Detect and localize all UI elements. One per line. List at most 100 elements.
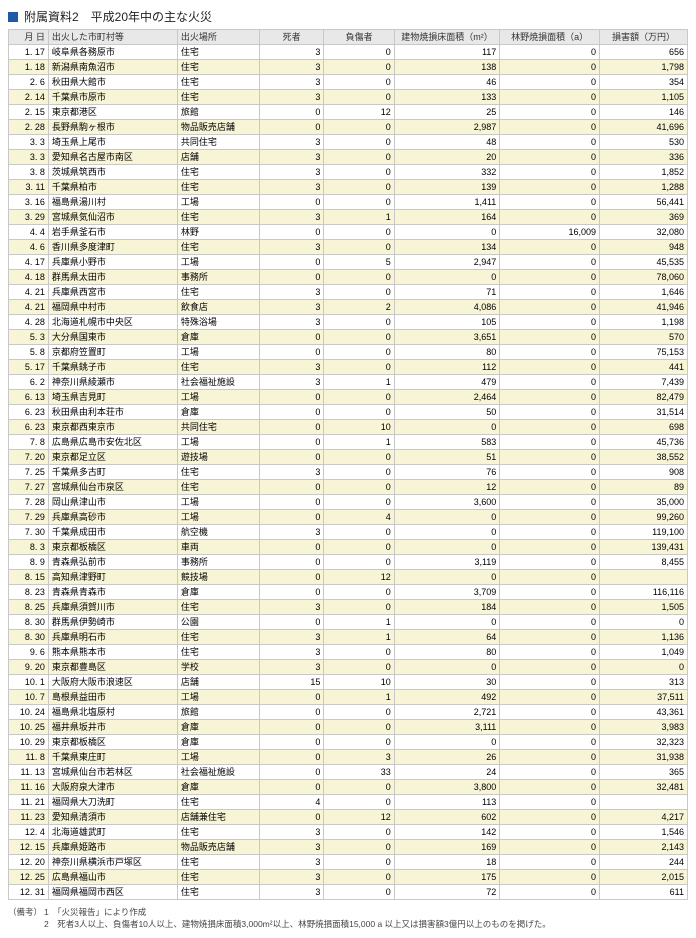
cell: 0 — [500, 270, 600, 285]
cell: 164 — [394, 210, 500, 225]
cell: 兵庫県明石市 — [48, 630, 177, 645]
cell: 1 — [324, 435, 394, 450]
cell: 岩手県釜石市 — [48, 225, 177, 240]
cell: 82,479 — [599, 390, 687, 405]
cell: 東京都足立区 — [48, 450, 177, 465]
table-row: 2. 28長野県駒ヶ根市物品販売店舗002,987041,696 — [9, 120, 688, 135]
table-row: 8. 15高知県津野町競技場01200 — [9, 570, 688, 585]
cell: 0 — [500, 135, 600, 150]
cell: 0 — [500, 705, 600, 720]
cell: 旅館 — [177, 705, 259, 720]
table-row: 11. 21福岡県大刀洗町住宅401130 — [9, 795, 688, 810]
table-row: 8. 3東京都板橋区車両0000139,431 — [9, 540, 688, 555]
cell: 0 — [259, 705, 323, 720]
cell: 0 — [500, 315, 600, 330]
cell: 北海道雄武町 — [48, 825, 177, 840]
cell: 住宅 — [177, 885, 259, 900]
cell: 6. 23 — [9, 420, 49, 435]
cell: 3 — [259, 75, 323, 90]
cell: 12 — [394, 480, 500, 495]
cell: 31,514 — [599, 405, 687, 420]
table-row: 7. 8広島県広島市安佐北区工場01583045,736 — [9, 435, 688, 450]
table-row: 5. 3大分県国東市倉庫003,6510570 — [9, 330, 688, 345]
cell: 0 — [324, 330, 394, 345]
cell: 0 — [599, 615, 687, 630]
cell: 0 — [324, 75, 394, 90]
cell: 11. 13 — [9, 765, 49, 780]
cell: 特殊浴場 — [177, 315, 259, 330]
cell: 埼玉県上尾市 — [48, 135, 177, 150]
cell: 2. 6 — [9, 75, 49, 90]
cell: 1,646 — [599, 285, 687, 300]
cell: 8. 25 — [9, 600, 49, 615]
cell: 香川県多度津町 — [48, 240, 177, 255]
cell: 10 — [324, 420, 394, 435]
cell: 1. 18 — [9, 60, 49, 75]
cell: 千葉県銚子市 — [48, 360, 177, 375]
cell: 33 — [324, 765, 394, 780]
cell: 熊本県熊本市 — [48, 645, 177, 660]
cell: 0 — [324, 165, 394, 180]
cell: 千葉県成田市 — [48, 525, 177, 540]
cell: 12. 4 — [9, 825, 49, 840]
cell: 72 — [394, 885, 500, 900]
cell: 10. 7 — [9, 690, 49, 705]
cell: 0 — [500, 375, 600, 390]
cell: 工場 — [177, 750, 259, 765]
cell: 高知県津野町 — [48, 570, 177, 585]
cell: 0 — [500, 825, 600, 840]
cell: 8. 23 — [9, 585, 49, 600]
note-line-1: 1 「火災報告」により作成 — [44, 906, 688, 918]
cell: 43,361 — [599, 705, 687, 720]
cell: 656 — [599, 45, 687, 60]
cell: 秋田県由利本荘市 — [48, 405, 177, 420]
cell: 0 — [500, 345, 600, 360]
cell: 0 — [500, 570, 600, 585]
cell: 愛知県名古屋市南区 — [48, 150, 177, 165]
cell: 12. 15 — [9, 840, 49, 855]
cell: 2,015 — [599, 870, 687, 885]
cell: 6. 13 — [9, 390, 49, 405]
cell: 店舗 — [177, 675, 259, 690]
cell: 0 — [259, 780, 323, 795]
cell: 倉庫 — [177, 735, 259, 750]
cell: 0 — [500, 60, 600, 75]
cell: 146 — [599, 105, 687, 120]
cell: 3 — [259, 90, 323, 105]
cell: 11. 23 — [9, 810, 49, 825]
cell: 0 — [500, 870, 600, 885]
cell: 千葉県市原市 — [48, 90, 177, 105]
cell: 0 — [259, 615, 323, 630]
cell: 0 — [500, 420, 600, 435]
cell: 島根県益田市 — [48, 690, 177, 705]
cell: 0 — [500, 90, 600, 105]
cell: 16,009 — [500, 225, 600, 240]
cell: 4. 21 — [9, 300, 49, 315]
cell: 0 — [324, 660, 394, 675]
cell: 0 — [500, 495, 600, 510]
table-row: 6. 23東京都西東京市共同住宅01000698 — [9, 420, 688, 435]
cell: 7. 29 — [9, 510, 49, 525]
table-row: 12. 20神奈川県横浜市戸塚区住宅30180244 — [9, 855, 688, 870]
table-row: 7. 28岡山県津山市工場003,600035,000 — [9, 495, 688, 510]
cell: 8. 30 — [9, 630, 49, 645]
cell: 大阪府泉大津市 — [48, 780, 177, 795]
cell: 住宅 — [177, 825, 259, 840]
cell: 工場 — [177, 510, 259, 525]
cell: 3 — [259, 60, 323, 75]
cell: 0 — [394, 225, 500, 240]
table-row: 10. 7島根県益田市工場01492037,511 — [9, 690, 688, 705]
cell: 3 — [259, 240, 323, 255]
cell: 1 — [324, 375, 394, 390]
cell: 0 — [500, 255, 600, 270]
cell: 5. 17 — [9, 360, 49, 375]
cell: 公園 — [177, 615, 259, 630]
cell: 3 — [259, 45, 323, 60]
table-row: 10. 1大阪府大阪市浪速区店舗1510300313 — [9, 675, 688, 690]
cell: 138 — [394, 60, 500, 75]
cell: 10 — [324, 675, 394, 690]
cell: 0 — [324, 450, 394, 465]
cell: 東京都板橋区 — [48, 540, 177, 555]
cell: 0 — [500, 180, 600, 195]
title-row: 附属資料2 平成20年中の主な火災 — [8, 8, 688, 25]
